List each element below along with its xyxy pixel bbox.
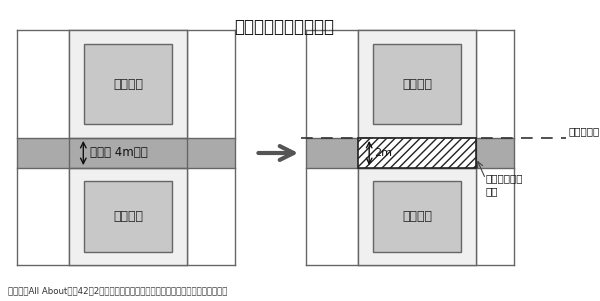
Bar bbox=[69, 168, 187, 265]
Bar bbox=[358, 168, 476, 265]
Bar bbox=[17, 138, 235, 168]
Bar bbox=[373, 181, 461, 253]
Text: セットバック
部分: セットバック 部分 bbox=[485, 173, 523, 196]
Text: 道路幅 4m未満: 道路幅 4m未満 bbox=[90, 147, 148, 160]
Bar bbox=[358, 138, 476, 168]
Bar bbox=[85, 181, 172, 253]
Text: （出典：All About「法42条2項道路とセットバック［不動産売買の法律・制度］」）: （出典：All About「法42条2項道路とセットバック［不動産売買の法律・制… bbox=[8, 286, 227, 295]
Bar bbox=[358, 30, 476, 138]
Text: セットバック部分とは: セットバック部分とは bbox=[234, 18, 334, 36]
Text: 新築建物: 新築建物 bbox=[402, 210, 432, 223]
Bar bbox=[69, 30, 187, 138]
Text: 2m: 2m bbox=[374, 148, 392, 158]
Bar bbox=[85, 44, 172, 124]
Text: 道路中心線: 道路中心線 bbox=[569, 126, 600, 136]
Bar bbox=[373, 44, 461, 124]
Text: 既存建物: 既存建物 bbox=[113, 210, 143, 223]
Text: 既存建物: 既存建物 bbox=[113, 77, 143, 91]
Bar bbox=[306, 138, 514, 168]
Text: 既存建物: 既存建物 bbox=[402, 77, 432, 91]
